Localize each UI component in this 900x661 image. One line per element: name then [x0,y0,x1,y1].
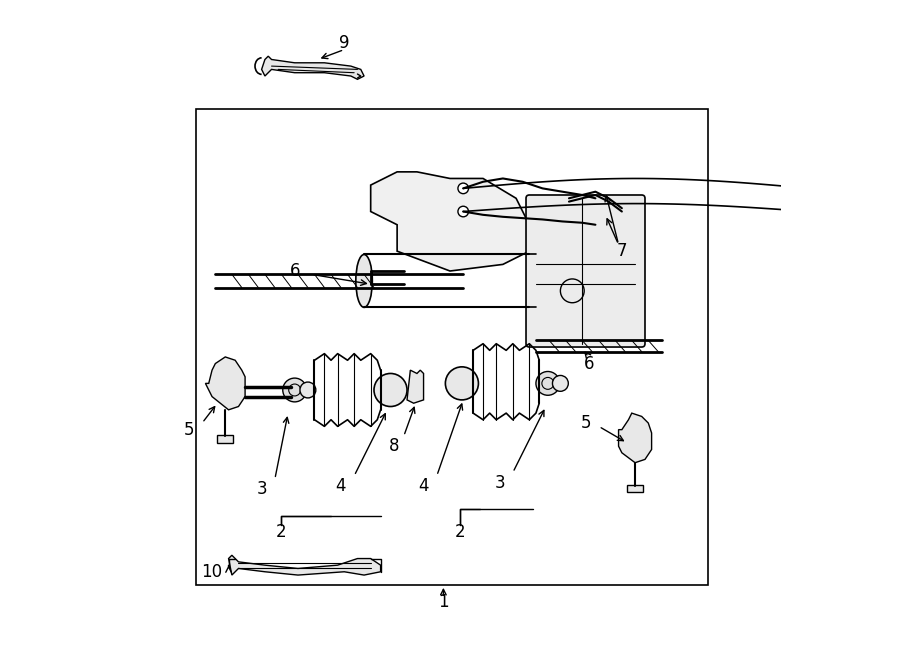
Circle shape [446,367,479,400]
Text: 3: 3 [494,473,505,492]
Circle shape [300,382,316,398]
Text: 1: 1 [438,592,449,611]
Polygon shape [205,357,245,410]
FancyBboxPatch shape [217,435,233,443]
Polygon shape [618,413,652,463]
Text: 4: 4 [418,477,428,495]
Text: 10: 10 [202,563,222,581]
Text: 5: 5 [184,420,194,439]
Ellipse shape [356,254,373,307]
FancyBboxPatch shape [195,109,707,585]
Polygon shape [229,555,381,575]
Polygon shape [407,370,424,403]
Circle shape [458,206,469,217]
Circle shape [553,375,568,391]
FancyBboxPatch shape [627,485,643,492]
Text: 2: 2 [454,523,465,541]
Circle shape [536,371,560,395]
Text: 9: 9 [339,34,349,52]
Text: 3: 3 [256,480,267,498]
Text: 4: 4 [336,477,346,495]
Text: 6: 6 [290,262,300,280]
Text: 2: 2 [276,523,287,541]
Text: 7: 7 [616,242,627,260]
FancyBboxPatch shape [526,195,645,347]
Text: 6: 6 [583,354,594,373]
Circle shape [283,378,307,402]
Circle shape [458,183,469,194]
Polygon shape [262,56,364,79]
Circle shape [374,373,407,407]
Text: 5: 5 [580,414,590,432]
Text: 8: 8 [389,437,399,455]
Polygon shape [371,172,529,271]
